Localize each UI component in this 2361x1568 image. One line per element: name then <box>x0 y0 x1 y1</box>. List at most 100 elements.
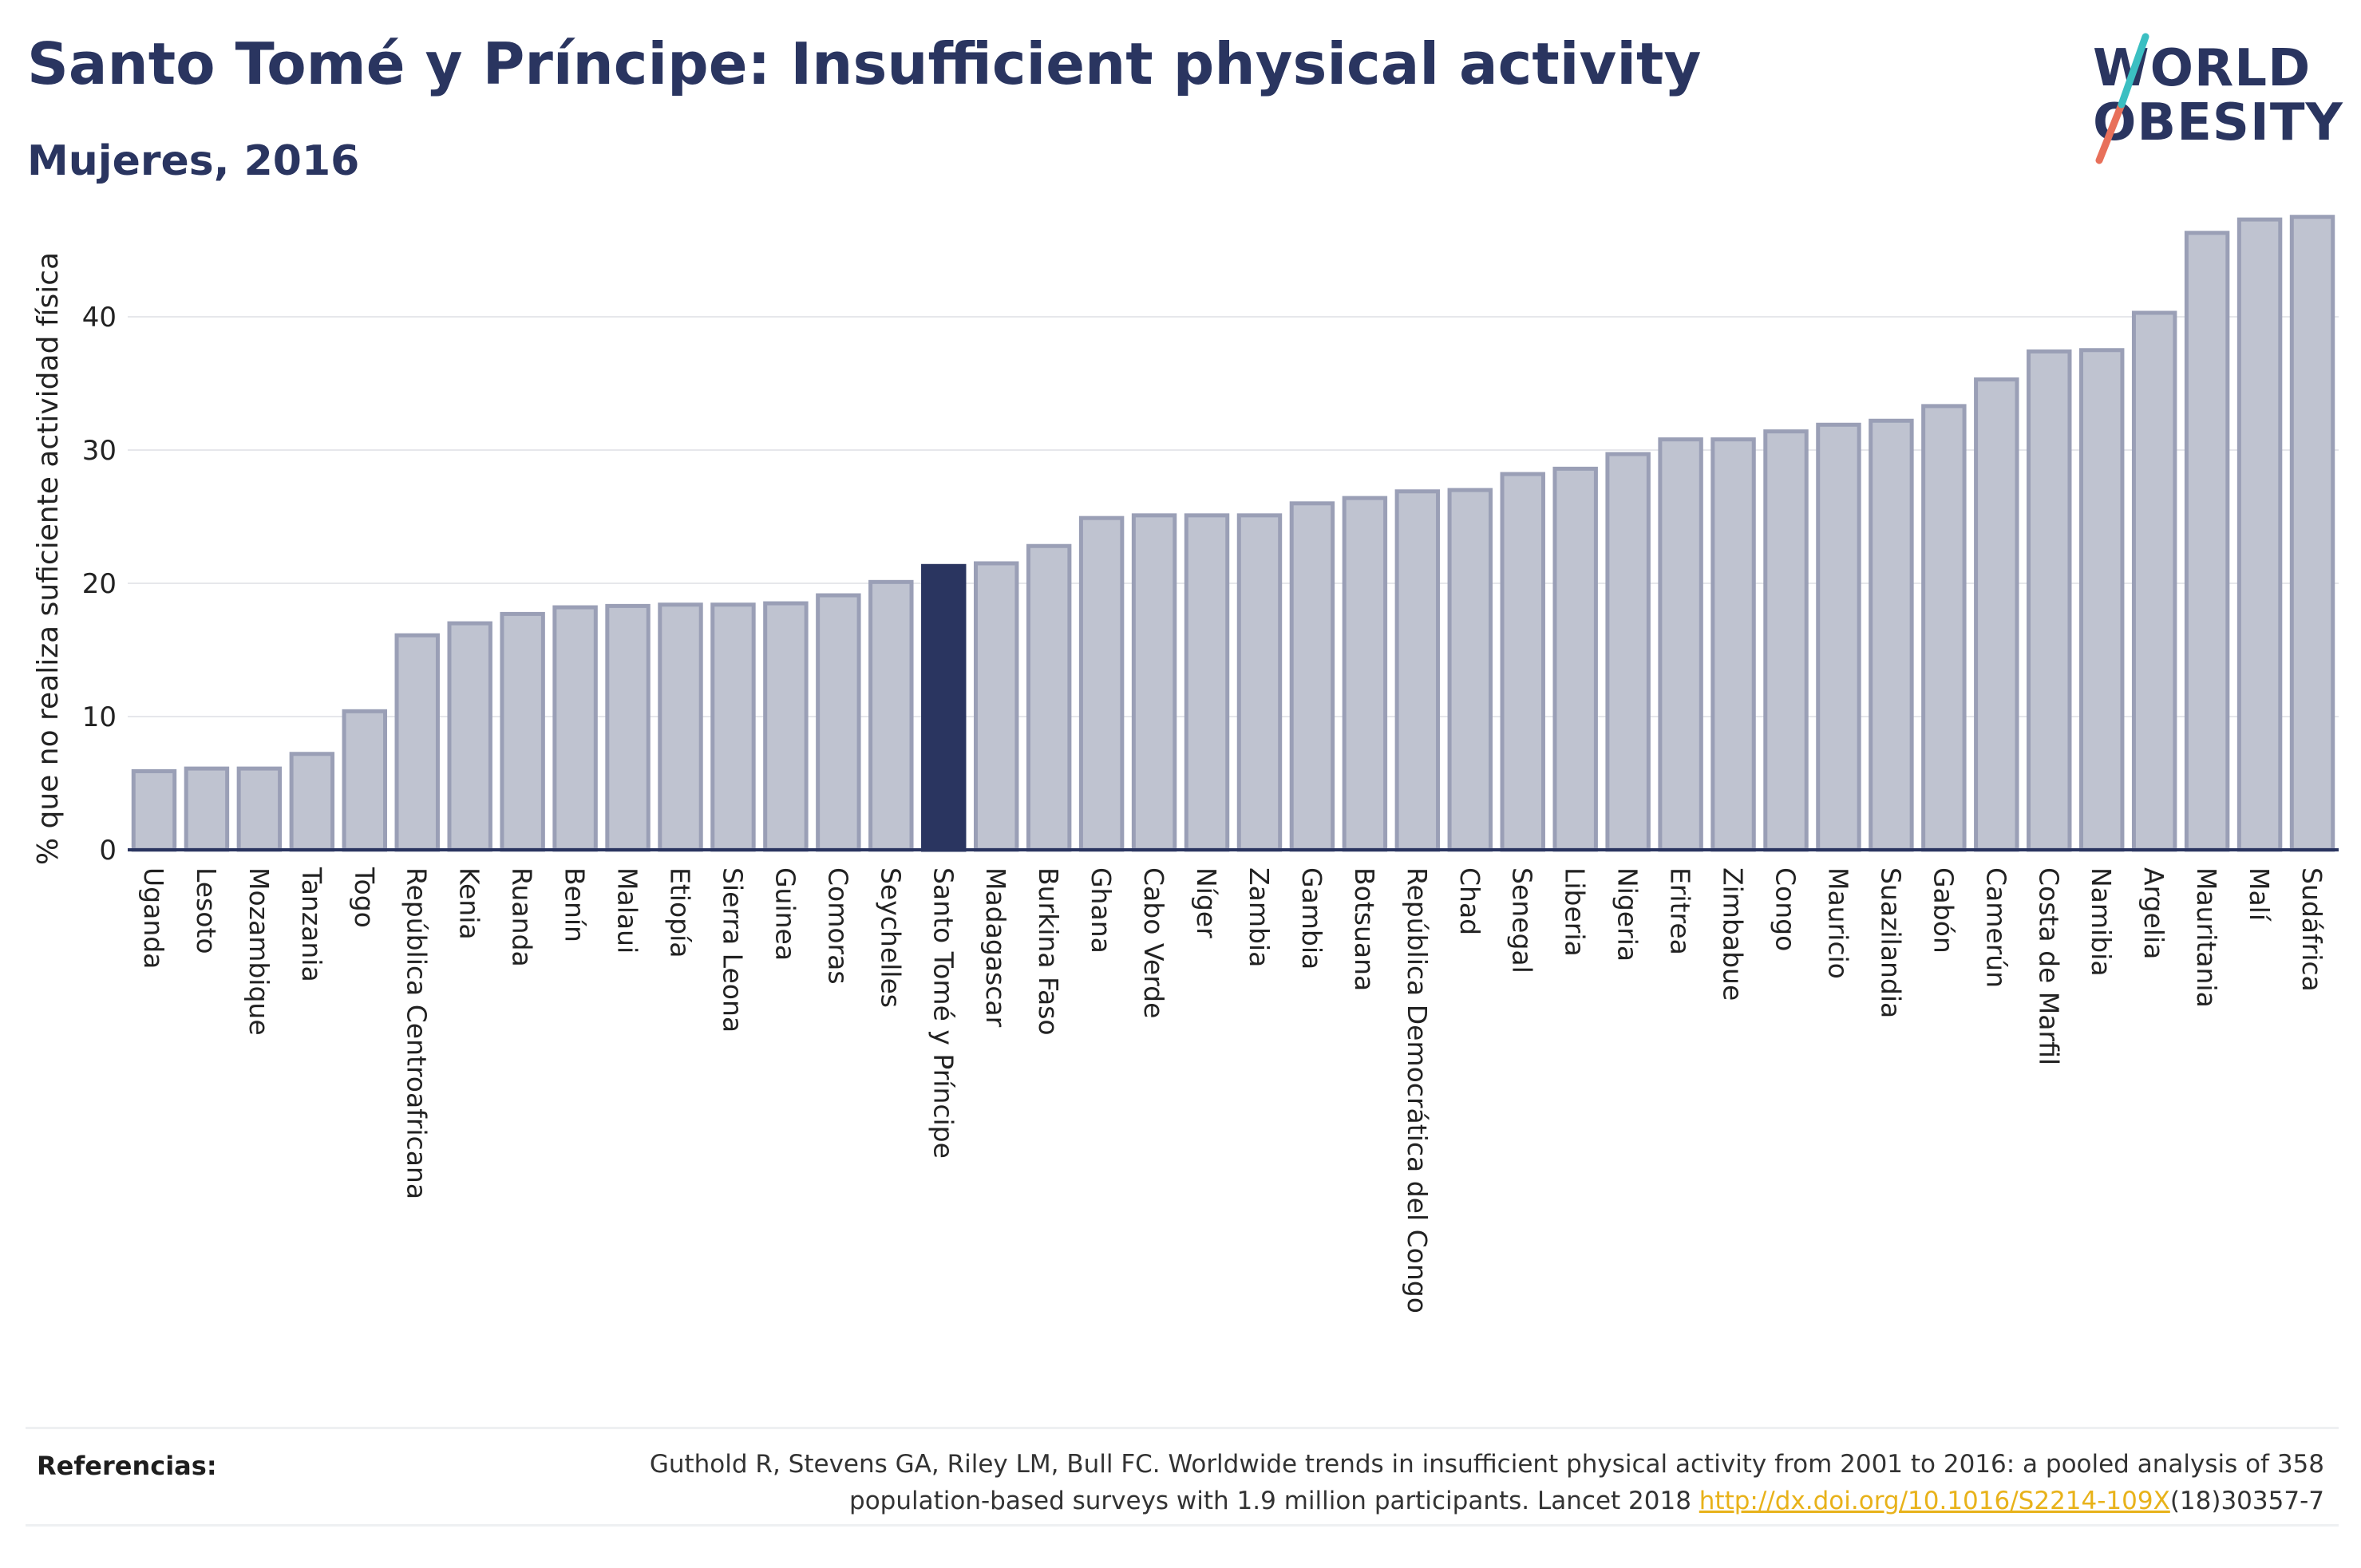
bar <box>184 766 230 852</box>
bar <box>1289 501 1335 852</box>
x-tick-label: Guinea <box>769 867 801 961</box>
y-axis-label: % que no realiza suficiente actividad fí… <box>32 252 65 865</box>
bar <box>605 603 651 852</box>
bar <box>1869 418 1914 852</box>
x-tick-label: Uganda <box>138 867 169 969</box>
x-tick-label: Ruanda <box>507 867 538 967</box>
x-tick-label: Namibia <box>2086 867 2117 977</box>
doi-link[interactable]: http://dx.doi.org/10.1016/S2214-109X <box>1699 1487 2170 1515</box>
x-tick-label: Seychelles <box>875 867 906 1008</box>
x-tick-label: Liberia <box>1560 867 1591 957</box>
x-tick-label: República Democrática del Congo <box>1402 867 1433 1313</box>
bar <box>658 602 703 852</box>
divider-top <box>26 1427 2339 1429</box>
x-tick-label: Chad <box>1454 867 1485 935</box>
bar <box>1552 466 1598 852</box>
x-tick-label: Camerún <box>1980 867 2011 988</box>
bar <box>1816 422 1861 852</box>
x-tick-label: Suazilandia <box>1875 867 1906 1018</box>
bar <box>447 621 492 852</box>
reference-line-1: Guthold R, Stevens GA, Riley LM, Bull FC… <box>649 1450 2324 1479</box>
x-tick-label: Cabo Verde <box>1138 867 1169 1018</box>
x-tick-label: Nigeria <box>1612 867 1643 962</box>
bar <box>552 605 598 852</box>
bar <box>500 611 545 852</box>
chart-title: Santo Tomé y Príncipe: Insufficient phys… <box>27 30 1702 97</box>
x-tick-label: Sierra Leona <box>717 867 748 1033</box>
x-tick-label: Benín <box>560 867 591 942</box>
x-tick-label: Botsuana <box>1349 867 1380 991</box>
world-obesity-logo: WORLD OBESITY <box>2075 29 2347 172</box>
x-tick-label: Mozambique <box>243 867 275 1036</box>
bar <box>1026 543 1072 852</box>
references-text: Guthold R, Stevens GA, Riley LM, Bull FC… <box>425 1446 2324 1519</box>
x-tick-label: Gambia <box>1296 867 1327 970</box>
y-tick-label: 40 <box>82 302 117 334</box>
x-tick-label: Argelia <box>2138 867 2169 959</box>
bar <box>2289 215 2335 852</box>
bar <box>1710 437 1756 852</box>
bar <box>816 593 861 852</box>
y-tick-label: 20 <box>82 568 117 600</box>
x-tick-label: República Centroafricana <box>401 867 433 1199</box>
x-tick-label: Malaui <box>612 867 643 954</box>
x-tick-label: Ghana <box>1086 867 1117 954</box>
x-tick-label: Senegal <box>1507 867 1538 974</box>
bar <box>2078 348 2125 852</box>
bar <box>1500 472 1545 852</box>
x-tick-label: Tanzania <box>296 867 327 982</box>
x-tick-label: Lesoto <box>191 867 222 954</box>
divider-bottom <box>26 1524 2339 1527</box>
bar <box>1605 452 1651 852</box>
bar <box>236 766 283 852</box>
bar <box>763 601 809 852</box>
bar <box>1658 437 1703 852</box>
bar <box>2236 217 2283 852</box>
x-tick-label: Burkina Faso <box>1033 867 1064 1036</box>
x-tick-label: Malí <box>2244 867 2275 922</box>
bar <box>1342 496 1388 852</box>
bar <box>710 602 756 852</box>
x-tick-label: Zimbabue <box>1718 867 1749 1001</box>
y-tick-label: 10 <box>82 701 117 733</box>
x-tick-label: Costa de Marfil <box>2033 867 2064 1065</box>
bar <box>289 752 335 852</box>
bar <box>921 563 967 852</box>
bar <box>1974 377 2019 852</box>
y-tick-label: 30 <box>82 435 117 467</box>
x-tick-label: Níger <box>1191 867 1222 938</box>
bar <box>1236 513 1283 852</box>
logo-slash-icon <box>2095 33 2149 164</box>
x-tick-label: Santo Tomé y Príncipe <box>927 867 959 1159</box>
bar <box>1131 513 1177 852</box>
bar <box>2131 310 2177 852</box>
x-tick-label: Mauritania <box>2191 867 2222 1008</box>
bar <box>1394 489 1441 852</box>
x-tick-label: Congo <box>1770 867 1801 951</box>
bar <box>2184 231 2230 852</box>
bar <box>1763 429 1809 852</box>
reference-line-2: population-based surveys with 1.9 millio… <box>849 1487 1699 1515</box>
x-tick-label: Gabón <box>1928 867 1959 954</box>
x-tick-label: Eritrea <box>1665 867 1696 955</box>
chart-subtitle: Mujeres, 2016 <box>27 137 360 185</box>
bar <box>1921 404 1967 852</box>
bar <box>1447 488 1493 852</box>
bars <box>131 215 2335 852</box>
x-tick-label: Etiopía <box>665 867 696 958</box>
references-label: Referencias: <box>37 1451 217 1481</box>
x-tick-label: Comoras <box>822 867 853 985</box>
x-tick-label: Togo <box>349 867 380 928</box>
bar <box>868 579 914 852</box>
bar <box>131 768 177 852</box>
reference-line-2-end: (18)30357-7 <box>2169 1487 2324 1515</box>
x-tick-label: Madagascar <box>980 867 1011 1028</box>
bar <box>394 633 440 852</box>
gridlines <box>128 316 2339 717</box>
x-tick-label: Mauricio <box>1822 867 1853 979</box>
bar <box>1184 513 1230 852</box>
axes: 0 10 20 30 40 Uganda Lesoto Mozambique Tanzania T… <box>82 302 2339 1313</box>
x-tick-label: Sudáfrica <box>2296 867 2327 992</box>
bar <box>2027 349 2072 852</box>
